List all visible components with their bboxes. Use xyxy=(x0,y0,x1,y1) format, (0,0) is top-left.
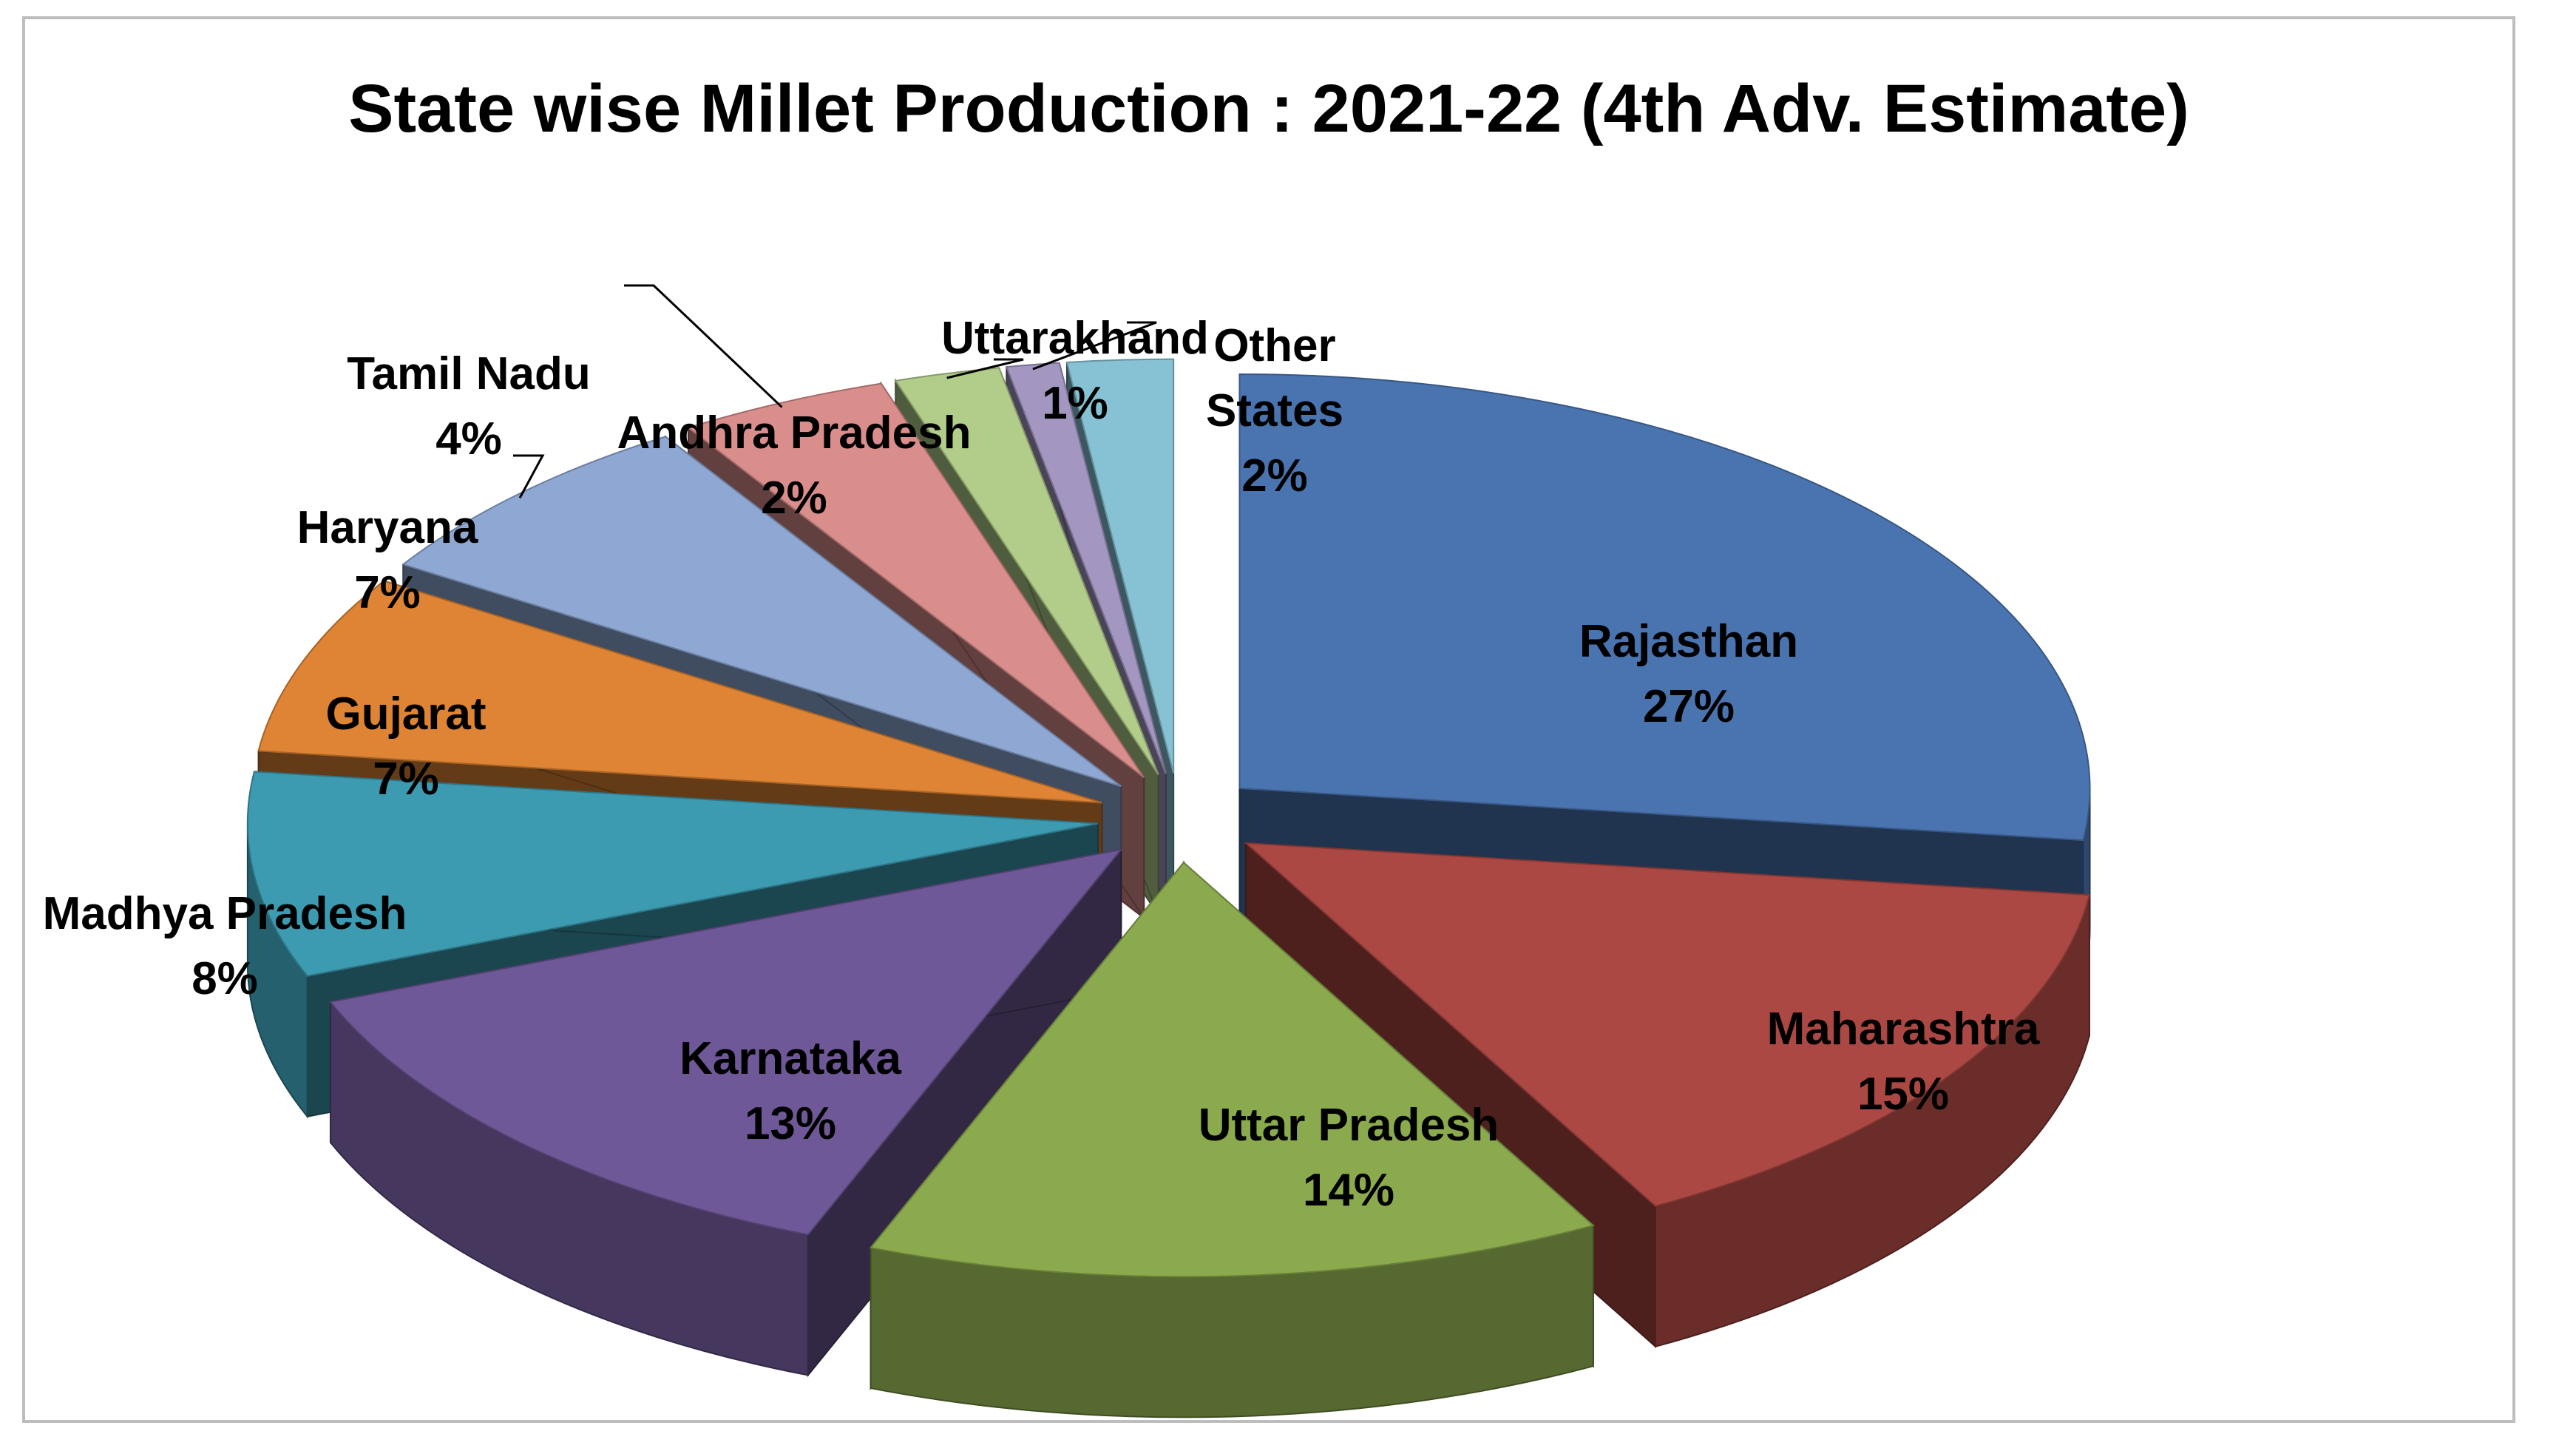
slice-label-madhya-pradesh: Madhya Pradesh xyxy=(43,888,407,939)
slice-label-rajasthan: Rajasthan xyxy=(1579,616,1798,667)
slice-label-andhra-pradesh: Andhra Pradesh xyxy=(617,407,972,459)
slice-percent-other-states: 2% xyxy=(1241,450,1308,501)
slice-label-maharashtra: Maharashtra xyxy=(1767,1004,2040,1055)
slice-percent-rajasthan: 27% xyxy=(1643,681,1735,732)
slice-label-tamil-nadu: Tamil Nadu xyxy=(347,348,591,399)
slice-percent-uttarakhand: 1% xyxy=(1042,378,1108,429)
pie-chart: Rajasthan 27% Maharashtra 15% Uttar Pradesh 1… xyxy=(43,71,2189,1418)
slice-percent-gujarat: 7% xyxy=(373,754,439,805)
slice-label-other-states: Other xyxy=(1213,320,1335,371)
labels-layer: Rajasthan 27% Maharashtra 15% Uttar Pradesh 1… xyxy=(43,313,2040,1216)
chart-title: State wise Millet Production : 2021-22 (… xyxy=(348,71,2189,146)
slice-label-karnataka: Karnataka xyxy=(679,1033,901,1084)
slice-percent-karnataka: 13% xyxy=(745,1098,836,1149)
slice-label-haryana: Haryana xyxy=(297,502,478,553)
slice-percent-madhya-pradesh: 8% xyxy=(191,953,258,1004)
leader-line-uttarakhand xyxy=(1032,321,1157,371)
slice-percent-andhra-pradesh: 2% xyxy=(761,473,827,524)
leader-line-haryana xyxy=(513,454,545,498)
pie-slice-uttar-pradesh xyxy=(869,860,1595,1418)
slice-percent-maharashtra: 15% xyxy=(1857,1069,1949,1120)
slice-label-uttar-pradesh: Uttar Pradesh xyxy=(1199,1100,1499,1151)
chart-frame: Rajasthan 27% Maharashtra 15% Uttar Pradesh 1… xyxy=(22,16,2515,1423)
slices-layer xyxy=(246,358,2091,1418)
slice-percent-haryana: 7% xyxy=(354,567,421,618)
slice-percent-uttar-pradesh: 14% xyxy=(1303,1165,1394,1216)
slice-label-gujarat: Gujarat xyxy=(325,689,486,740)
slice-label-other-states: States xyxy=(1206,385,1343,436)
leader-line-tamil-nadu xyxy=(624,284,783,408)
leader-line-andhra-pradesh xyxy=(946,358,1024,379)
slice-percent-tamil-nadu: 4% xyxy=(435,413,502,464)
slice-label-uttarakhand: Uttarakhand xyxy=(941,313,1209,364)
leader-lines xyxy=(513,284,1157,498)
